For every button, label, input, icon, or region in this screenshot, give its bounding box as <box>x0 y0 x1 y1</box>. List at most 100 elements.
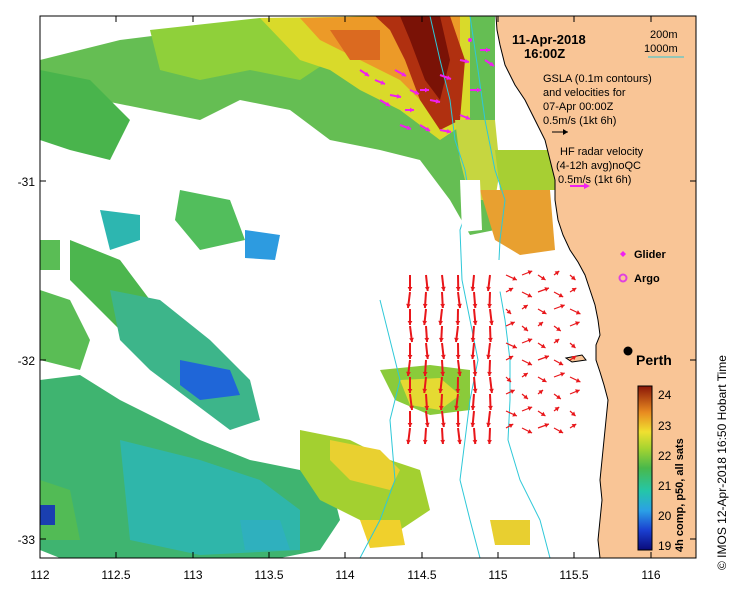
x-axis-labels: 112 112.5 113 113.5 114 114.5 115 115.5 … <box>30 568 660 582</box>
velocity-arrowhead <box>472 371 478 376</box>
y-axis-labels: -31 -32 -33 <box>18 175 36 547</box>
gsla-velocity-arrows <box>359 47 495 134</box>
x-tick-label: 112 <box>30 568 49 582</box>
velocity-arrowhead <box>544 355 549 360</box>
velocity-arrowhead <box>523 394 528 399</box>
velocity-arrowhead <box>556 394 561 399</box>
velocity-arrowhead <box>487 439 492 444</box>
velocity-arrowhead <box>570 411 576 416</box>
velocity-arrowhead <box>527 270 533 275</box>
legend-glider-label: Glider <box>634 249 667 261</box>
velocity-arrowhead <box>440 422 446 427</box>
velocity-arrowhead <box>506 309 512 314</box>
velocity-arrowhead <box>540 343 546 348</box>
velocity-arrowhead <box>527 406 533 411</box>
sst-field <box>40 16 555 558</box>
velocity-arrowhead <box>486 354 491 359</box>
velocity-arrowhead <box>414 90 419 95</box>
velocity-arrowhead <box>406 439 411 444</box>
x-tick-label: 114 <box>335 568 354 582</box>
hf-ref-arrowhead <box>584 183 590 189</box>
velocity-arrowhead <box>454 337 459 342</box>
colorbar: 24 23 22 21 20 19 4h comp, p50, all sats <box>637 385 686 553</box>
velocity-arrowhead <box>409 405 414 410</box>
velocity-arrowhead <box>472 320 478 325</box>
velocity-arrowhead <box>422 371 428 376</box>
x-axis-ticks <box>39 16 652 558</box>
velocity-arrowhead <box>470 354 476 359</box>
velocity-arrowhead <box>486 286 491 291</box>
velocity-arrowhead <box>575 378 581 383</box>
velocity-arrowhead <box>538 322 544 327</box>
velocity-arrowhead <box>438 337 444 342</box>
velocity-arrowhead <box>486 422 491 427</box>
hf-note-3: 0.5m/s (1kt 6h) <box>558 174 631 186</box>
velocity-arrowhead <box>470 405 476 410</box>
velocity-arrowhead <box>422 388 428 393</box>
velocity-arrowhead <box>455 422 461 427</box>
velocity-arrowhead <box>440 439 446 444</box>
velocity-arrowhead <box>438 388 444 393</box>
scale-200m: 200m <box>650 29 678 41</box>
velocity-arrowhead <box>472 439 478 444</box>
velocity-arrowhead <box>488 337 493 342</box>
velocity-arrowhead <box>506 377 512 382</box>
velocity-arrowhead <box>385 101 390 106</box>
velocity-arrowhead <box>464 58 469 64</box>
velocity-arrowhead <box>424 422 430 427</box>
velocity-arrowhead <box>486 47 490 53</box>
velocity-arrowhead <box>540 411 546 416</box>
velocity-arrowhead <box>571 424 577 429</box>
velocity-arrowhead <box>571 288 577 293</box>
velocity-arrowhead <box>406 371 411 376</box>
velocity-arrowhead <box>455 354 461 359</box>
colorbar-tick: 22 <box>658 449 672 463</box>
velocity-arrowhead <box>554 407 560 412</box>
velocity-arrowhead <box>440 354 446 359</box>
velocity-arrowhead <box>510 321 515 326</box>
velocity-arrowhead <box>440 371 446 376</box>
velocity-arrowhead <box>554 339 560 344</box>
velocity-arrowhead <box>470 422 476 427</box>
perth-marker-icon <box>623 346 633 356</box>
velocity-arrowhead <box>512 276 517 281</box>
velocity-arrowhead <box>410 107 414 113</box>
velocity-arrowhead <box>488 405 493 410</box>
hf-note-2: (4-12h avg)noQC <box>556 160 641 172</box>
velocity-arrowhead <box>407 287 413 291</box>
velocity-arrowhead <box>523 305 528 310</box>
velocity-arrowhead <box>455 320 461 325</box>
velocity-arrowhead <box>364 71 369 76</box>
velocity-arrowhead <box>455 388 461 393</box>
velocity-arrowhead <box>406 125 411 130</box>
velocity-arrowhead <box>575 389 580 394</box>
velocity-arrowhead <box>424 354 430 359</box>
y-tick-label: -32 <box>18 354 36 368</box>
y-tick-label: -31 <box>18 175 36 189</box>
velocity-arrowhead <box>425 126 430 131</box>
velocity-arrowhead <box>558 428 564 434</box>
velocity-arrowhead <box>424 405 430 410</box>
perth-label: Perth <box>636 352 672 368</box>
colorbar-tick: 21 <box>658 479 672 493</box>
rottnest-island <box>564 354 587 363</box>
velocity-arrowhead <box>560 372 565 377</box>
velocity-arrowhead <box>544 423 549 428</box>
velocity-arrowhead <box>470 286 476 291</box>
gsla-note-3: 07-Apr 00:00Z <box>543 101 614 113</box>
x-tick-label: 113.5 <box>254 568 283 582</box>
velocity-arrowhead <box>527 338 533 343</box>
velocity-arrowhead <box>558 360 564 366</box>
velocity-arrowhead <box>544 287 549 292</box>
glider-markers <box>468 38 472 42</box>
colorbar-tick: 23 <box>658 419 672 433</box>
velocity-arrowhead <box>472 303 478 308</box>
velocity-arrowhead <box>422 303 428 308</box>
date-label: 11-Apr-2018 <box>512 32 586 47</box>
velocity-arrowhead <box>470 337 476 342</box>
isobaths <box>359 16 551 558</box>
velocity-arrowhead <box>422 439 428 444</box>
colorbar-tick: 20 <box>658 509 672 523</box>
velocity-arrowhead <box>409 337 414 342</box>
